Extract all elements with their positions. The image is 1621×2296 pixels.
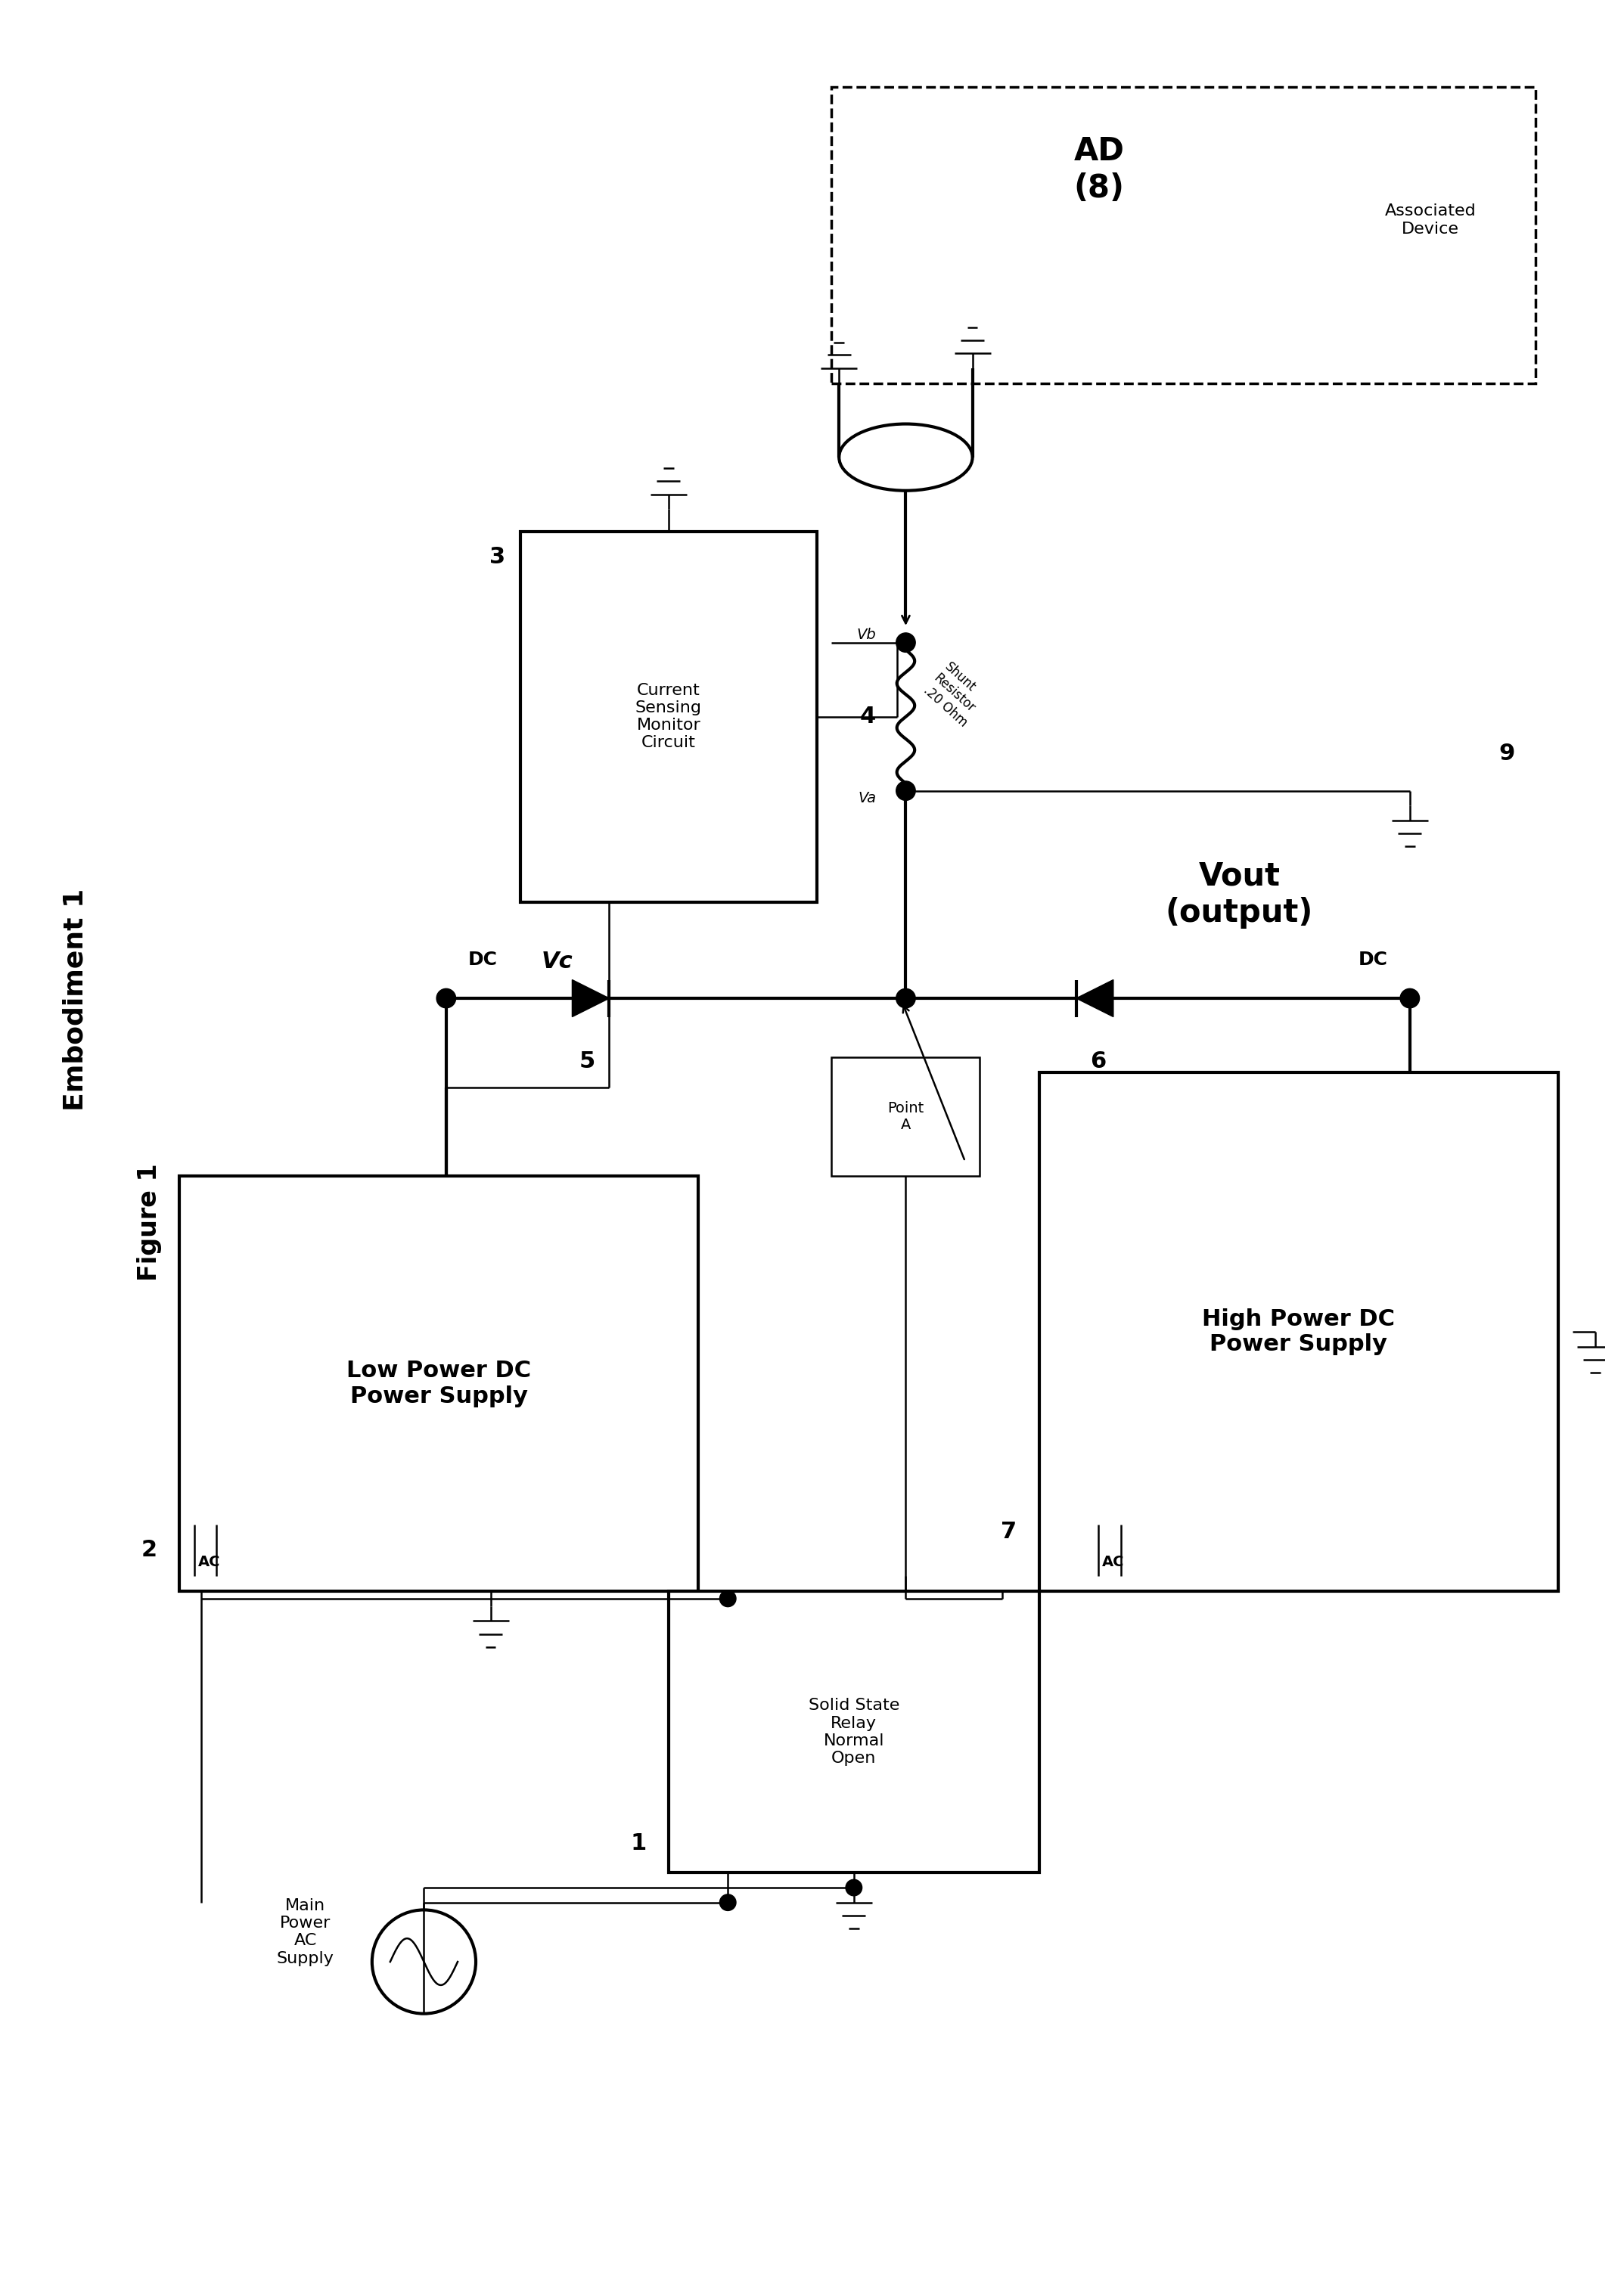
Circle shape [720,1894,736,1910]
Bar [832,1058,979,1176]
Text: 4: 4 [861,705,875,728]
Circle shape [436,990,456,1008]
Text: 5: 5 [579,1049,595,1072]
Text: AC: AC [198,1554,220,1568]
Text: Figure 1: Figure 1 [138,1164,162,1281]
Circle shape [896,990,916,1008]
Text: 6: 6 [1091,1049,1107,1072]
Text: Current
Sensing
Monitor
Circuit: Current Sensing Monitor Circuit [635,682,702,751]
Text: 2: 2 [141,1538,157,1561]
Text: 7: 7 [1002,1520,1016,1543]
Text: Shunt
Resistor
.20 Ohm: Shunt Resistor .20 Ohm [921,659,990,730]
Circle shape [1401,990,1420,1008]
Text: Associated
Device: Associated Device [1384,204,1475,236]
Circle shape [896,634,916,652]
Text: AC: AC [1102,1554,1125,1568]
Circle shape [846,1880,862,1896]
Text: Low Power DC
Power Supply: Low Power DC Power Supply [347,1359,532,1407]
Polygon shape [1076,980,1114,1017]
Bar [832,87,1535,383]
Text: Vb: Vb [856,627,875,643]
Text: Main
Power
AC
Supply: Main Power AC Supply [277,1899,334,1965]
Text: Embodiment 1: Embodiment 1 [63,889,89,1111]
Text: Point
A: Point A [888,1102,924,1132]
Text: Vc: Vc [541,951,574,971]
Text: 3: 3 [490,546,506,567]
Bar [1039,1072,1558,1591]
Text: Solid State
Relay
Normal
Open: Solid State Relay Normal Open [809,1699,900,1766]
Bar [180,1176,699,1591]
Text: Va: Va [858,792,875,806]
Text: High Power DC
Power Supply: High Power DC Power Supply [1203,1309,1396,1355]
Text: Vout
(output): Vout (output) [1165,861,1313,930]
Text: DC: DC [1358,951,1388,969]
Bar [668,1591,1039,1874]
Circle shape [896,781,916,801]
Bar [520,530,817,902]
Text: 9: 9 [1499,742,1516,765]
Polygon shape [572,980,609,1017]
Circle shape [720,1591,736,1607]
Text: AD
(8): AD (8) [1073,135,1125,204]
Text: 1: 1 [631,1832,647,1855]
Text: DC: DC [468,951,498,969]
